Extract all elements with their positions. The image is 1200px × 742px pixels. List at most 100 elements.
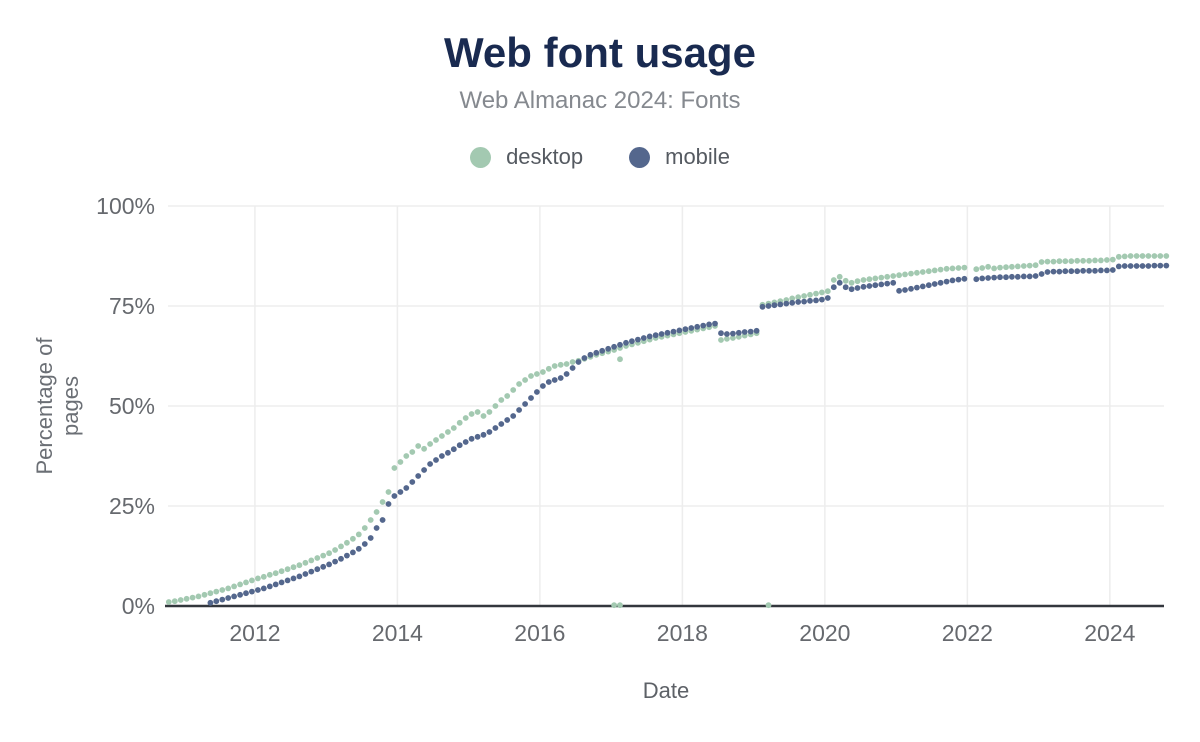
data-point — [587, 351, 594, 358]
data-point — [1086, 267, 1092, 274]
data-point — [486, 409, 493, 415]
data-point — [480, 413, 487, 419]
data-point — [338, 555, 344, 562]
data-point — [997, 264, 1003, 271]
data-point — [730, 330, 736, 337]
data-point — [1050, 268, 1057, 275]
data-point — [842, 277, 849, 284]
tick-labels: 0% 25% 50% 75% 100% 2012 2014 2016 2018 2020 2022 2… — [96, 193, 1135, 646]
data-point — [664, 329, 671, 336]
chart-subtitle: Web Almanac 2024: Fonts — [459, 87, 741, 114]
data-point — [985, 263, 991, 270]
data-point — [373, 509, 380, 515]
data-point — [854, 278, 861, 285]
data-point — [1014, 263, 1021, 270]
data-point — [718, 330, 724, 337]
data-point — [385, 501, 392, 507]
data-point — [225, 595, 232, 601]
data-point — [1127, 263, 1134, 269]
data-point — [237, 581, 244, 588]
data-point — [462, 439, 469, 445]
data-point — [807, 297, 813, 304]
data-point — [439, 433, 445, 439]
data-point — [385, 489, 392, 495]
data-point — [1032, 273, 1039, 279]
data-point — [836, 279, 843, 286]
data-point — [931, 281, 938, 287]
data-point — [961, 275, 968, 282]
data-point — [640, 335, 647, 341]
data-point — [243, 590, 249, 597]
data-point — [848, 286, 855, 293]
data-point — [771, 302, 778, 309]
data-point — [504, 393, 511, 399]
data-point — [350, 549, 356, 556]
data-point — [991, 265, 997, 272]
data-point — [332, 558, 338, 565]
data-point — [225, 585, 232, 592]
data-point — [361, 525, 368, 531]
data-point — [320, 552, 327, 559]
data-point — [902, 287, 908, 293]
data-point — [1139, 263, 1146, 269]
data-point — [623, 339, 629, 346]
data-point — [896, 287, 902, 294]
data-point — [439, 453, 445, 459]
data-point — [534, 389, 540, 395]
gridlines — [168, 205, 1164, 606]
data-point — [272, 570, 279, 577]
data-point — [540, 369, 546, 375]
data-point — [937, 279, 944, 286]
mobile-series[interactable] — [207, 262, 1170, 606]
x-tick-label: 2012 — [229, 620, 280, 646]
data-point — [807, 291, 813, 298]
data-point — [367, 535, 374, 541]
data-point — [777, 301, 784, 308]
data-point — [355, 531, 362, 538]
data-point — [1044, 269, 1051, 275]
data-point — [617, 341, 623, 348]
data-point — [207, 590, 214, 597]
data-point — [290, 564, 297, 571]
data-point — [326, 561, 332, 568]
data-point — [617, 602, 623, 609]
data-point — [308, 557, 315, 564]
data-point — [824, 295, 831, 301]
desktop-series[interactable] — [165, 253, 1170, 609]
data-point — [789, 299, 796, 306]
data-point — [919, 269, 926, 275]
x-axis-title: Date — [642, 678, 690, 703]
data-point — [860, 277, 867, 283]
data-point — [350, 535, 356, 542]
data-point — [955, 265, 962, 271]
data-point — [1009, 263, 1015, 270]
data-point — [1115, 253, 1122, 260]
data-point — [415, 473, 422, 479]
data-point — [528, 395, 534, 401]
data-point — [522, 377, 528, 383]
data-point — [1163, 253, 1170, 259]
data-point — [955, 276, 962, 283]
x-tick-label: 2022 — [942, 620, 993, 646]
data-point — [878, 281, 885, 288]
data-point — [979, 275, 986, 282]
data-point — [266, 571, 273, 578]
data-point — [278, 568, 285, 575]
data-point — [213, 588, 220, 595]
legend-item-desktop[interactable]: desktop — [470, 144, 583, 170]
data-point — [848, 279, 855, 286]
data-point — [908, 285, 914, 292]
data-point — [557, 375, 564, 381]
data-point — [1145, 253, 1152, 259]
data-point — [611, 602, 617, 609]
data-point — [1068, 268, 1075, 275]
data-point — [480, 431, 487, 438]
legend-item-mobile[interactable]: mobile — [629, 144, 730, 170]
legend-label-mobile: mobile — [665, 144, 730, 169]
data-point — [243, 579, 249, 586]
data-point — [403, 485, 410, 491]
data-point — [973, 266, 980, 273]
data-point — [593, 349, 600, 356]
data-point — [635, 336, 641, 343]
